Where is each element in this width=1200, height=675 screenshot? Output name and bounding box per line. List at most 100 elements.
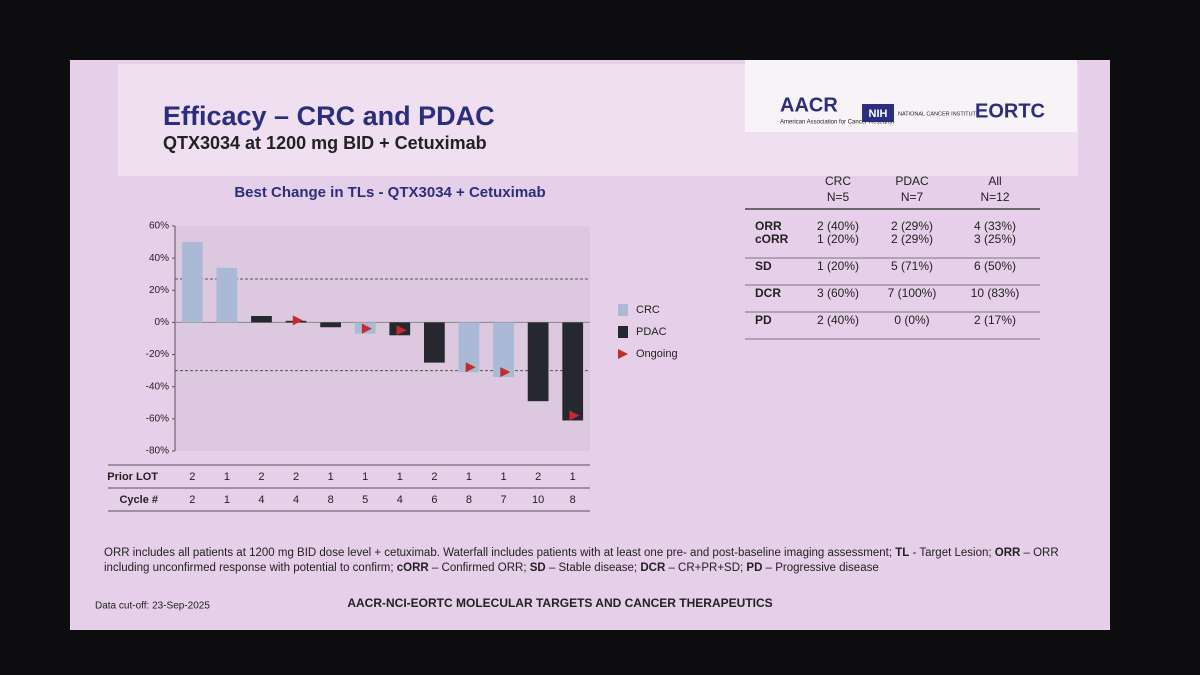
chart-title: Best Change in TLs - QTX3034 + Cetuximab bbox=[234, 184, 545, 201]
logo-nih-box bbox=[862, 104, 894, 122]
row-value: 2 bbox=[189, 494, 195, 506]
footnote-text: PD bbox=[746, 562, 763, 574]
table-cell: 2 (29%) bbox=[891, 232, 933, 246]
bar bbox=[251, 316, 272, 323]
data-cutoff: Data cut-off: 23-Sep-2025 bbox=[95, 601, 210, 612]
table-cell: 2 (40%) bbox=[817, 313, 859, 327]
legend-label: Ongoing bbox=[636, 348, 678, 360]
bar bbox=[562, 322, 584, 421]
logo-eortc: EORTC bbox=[975, 100, 1045, 122]
slide-footer: AACR-NCI-EORTC MOLECULAR TARGETS AND CAN… bbox=[347, 596, 772, 610]
footnote-text: - Target Lesion; bbox=[909, 547, 995, 559]
legend-swatch bbox=[618, 326, 628, 338]
y-tick-label: -20% bbox=[146, 349, 169, 360]
table-header: CRC bbox=[825, 174, 851, 188]
row-value: 7 bbox=[500, 494, 506, 506]
slide-title: Efficacy – CRC and PDAC bbox=[163, 101, 495, 131]
row-value: 4 bbox=[397, 494, 403, 506]
row-value: 8 bbox=[466, 494, 472, 506]
footnote-text: – Stable disease; bbox=[545, 562, 641, 574]
legend-label: PDAC bbox=[636, 326, 667, 338]
row-value: 2 bbox=[535, 471, 541, 483]
row-value: 4 bbox=[293, 494, 299, 506]
table-cell: 1 (20%) bbox=[817, 232, 859, 246]
table-cell: 6 (50%) bbox=[974, 259, 1016, 273]
legend-label: CRC bbox=[636, 304, 660, 316]
y-tick-label: 0% bbox=[155, 317, 170, 328]
logo-box bbox=[745, 60, 1077, 132]
table-header: N=12 bbox=[980, 190, 1009, 204]
row-value: 5 bbox=[362, 494, 368, 506]
table-header: N=5 bbox=[827, 190, 850, 204]
logo-aacr: AACR bbox=[780, 94, 838, 116]
row-value: 1 bbox=[500, 471, 506, 483]
table-header: N=7 bbox=[901, 190, 924, 204]
slide-subtitle: QTX3034 at 1200 mg BID + Cetuximab bbox=[163, 133, 487, 153]
plot-area bbox=[175, 226, 590, 451]
footnote-text: – Confirmed ORR; bbox=[428, 562, 530, 574]
table-row-label: DCR bbox=[755, 286, 781, 300]
row-value: 2 bbox=[293, 471, 299, 483]
legend-marker bbox=[618, 349, 628, 359]
row-value: 1 bbox=[570, 471, 576, 483]
logo-nci: NATIONAL CANCER INSTITUTE bbox=[898, 111, 980, 117]
ongoing-marker bbox=[396, 325, 407, 336]
logo-aacr-sub: American Association for Cancer Research bbox=[780, 120, 894, 126]
row-value: 1 bbox=[224, 494, 230, 506]
table-cell: 1 (20%) bbox=[817, 259, 859, 273]
footnote-text: SD bbox=[529, 562, 546, 574]
row-value: 8 bbox=[328, 494, 334, 506]
footnote: ORR includes all patients at 1200 mg BID… bbox=[104, 546, 1084, 576]
footnote-text: cORR bbox=[396, 562, 429, 574]
bar bbox=[527, 322, 549, 402]
y-tick-label: 40% bbox=[149, 253, 169, 264]
row-value: 2 bbox=[189, 471, 195, 483]
bar bbox=[458, 322, 480, 373]
footnote-text: DCR bbox=[640, 562, 666, 574]
y-tick-label: 60% bbox=[149, 221, 169, 232]
bar bbox=[424, 322, 445, 363]
row-value: 1 bbox=[328, 471, 334, 483]
legend-swatch bbox=[618, 304, 628, 316]
table-cell: 0 (0%) bbox=[894, 313, 929, 327]
ongoing-marker bbox=[500, 367, 511, 378]
table-cell: 7 (100%) bbox=[888, 286, 937, 300]
row-value: 1 bbox=[397, 471, 403, 483]
bar bbox=[181, 242, 203, 323]
bar bbox=[216, 267, 238, 323]
table-cell: 5 (71%) bbox=[891, 259, 933, 273]
footnote-text: ORR includes all patients at 1200 mg BID… bbox=[104, 547, 896, 559]
footnote-text: – CR+PR+SD; bbox=[665, 562, 747, 574]
table-row-label: ORR bbox=[755, 219, 782, 233]
y-tick-label: -80% bbox=[146, 446, 169, 457]
row-value: 2 bbox=[258, 471, 264, 483]
table-row-label: PD bbox=[755, 313, 772, 327]
row-label: Cycle # bbox=[119, 494, 158, 506]
table-cell: 3 (60%) bbox=[817, 286, 859, 300]
table-cell: 4 (33%) bbox=[974, 219, 1016, 233]
footnote-text: TL bbox=[895, 547, 910, 559]
row-value: 10 bbox=[532, 494, 544, 506]
y-tick-label: 20% bbox=[149, 285, 169, 296]
bar bbox=[320, 322, 341, 328]
ongoing-marker bbox=[292, 315, 303, 326]
footnote-text: ORR bbox=[994, 547, 1021, 559]
table-cell: 2 (29%) bbox=[891, 219, 933, 233]
table-cell: 3 (25%) bbox=[974, 232, 1016, 246]
bar bbox=[493, 322, 514, 378]
table-cell: 10 (83%) bbox=[971, 286, 1020, 300]
ongoing-marker bbox=[569, 410, 580, 421]
ongoing-marker bbox=[465, 362, 476, 373]
y-tick-label: -40% bbox=[146, 381, 169, 392]
table-row-label: SD bbox=[755, 259, 772, 273]
footnote-text: – ORR including unconfirmed response wit… bbox=[104, 547, 1059, 574]
table-header: All bbox=[988, 174, 1001, 188]
logo-nih: NIH bbox=[869, 108, 888, 120]
table-cell: 2 (17%) bbox=[974, 313, 1016, 327]
row-value: 1 bbox=[466, 471, 472, 483]
row-value: 4 bbox=[258, 494, 264, 506]
row-label: Prior LOT bbox=[107, 471, 158, 483]
table-header: PDAC bbox=[895, 174, 929, 188]
